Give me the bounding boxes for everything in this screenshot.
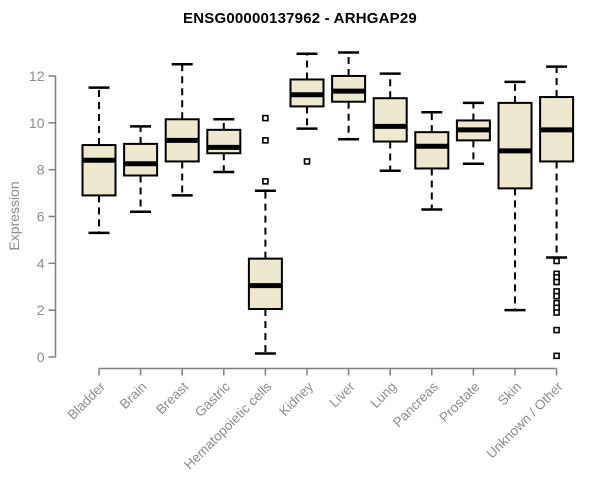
outlier-point — [262, 178, 269, 185]
outlier-point — [553, 292, 560, 300]
outlier-point — [553, 352, 560, 360]
y-tick-label: 10 — [29, 115, 45, 131]
boxplot-liver — [331, 51, 367, 141]
boxplot-prostate — [455, 101, 491, 166]
x-category-label: Gastric — [192, 379, 233, 420]
x-category-label: Breast — [153, 379, 191, 417]
y-tick-label: 8 — [37, 162, 45, 178]
boxplot-unknown-other — [539, 65, 575, 360]
iqr-box — [123, 142, 159, 177]
y-tick-label: 2 — [37, 302, 45, 318]
outlier-point — [553, 278, 560, 286]
outlier-point — [553, 309, 560, 316]
iqr-box — [497, 101, 533, 190]
boxplot-pancreas — [414, 111, 450, 211]
x-category-label: Bladder — [65, 379, 109, 423]
x-category-label: Liver — [326, 379, 358, 411]
y-tick-label: 0 — [37, 349, 45, 365]
boxplot-breast — [164, 63, 200, 197]
x-category-label: Skin — [495, 379, 524, 408]
outlier-point — [553, 326, 560, 334]
outlier-point — [553, 257, 560, 265]
iqr-box — [372, 97, 408, 143]
x-category-label: Kidney — [276, 379, 316, 419]
boxplot-kidney — [289, 52, 325, 165]
outlier-point — [262, 137, 269, 144]
iqr-box — [414, 131, 450, 170]
boxplot-brain — [123, 125, 159, 214]
x-category-label: Lung — [367, 379, 399, 411]
outlier-point — [303, 158, 311, 165]
boxplot-bladder — [81, 86, 117, 235]
x-category-label: Pancreas — [390, 379, 441, 430]
x-category-label: Prostate — [436, 379, 482, 425]
boxplot-gastric — [206, 118, 242, 174]
iqr-box — [81, 144, 117, 197]
boxplot-skin — [497, 80, 533, 312]
boxplot-hematopoietic-cells — [247, 114, 283, 355]
x-category-label: Unknown / Other — [483, 379, 566, 462]
y-tick-label: 4 — [37, 255, 45, 271]
y-tick-label: 6 — [37, 208, 45, 224]
outlier-point — [262, 114, 269, 122]
chart-title: ENSG00000137962 - ARHGAP29 — [183, 10, 417, 27]
y-tick-label: 12 — [29, 68, 45, 84]
boxplot-lung — [372, 72, 408, 173]
x-category-label: Brain — [117, 379, 150, 412]
